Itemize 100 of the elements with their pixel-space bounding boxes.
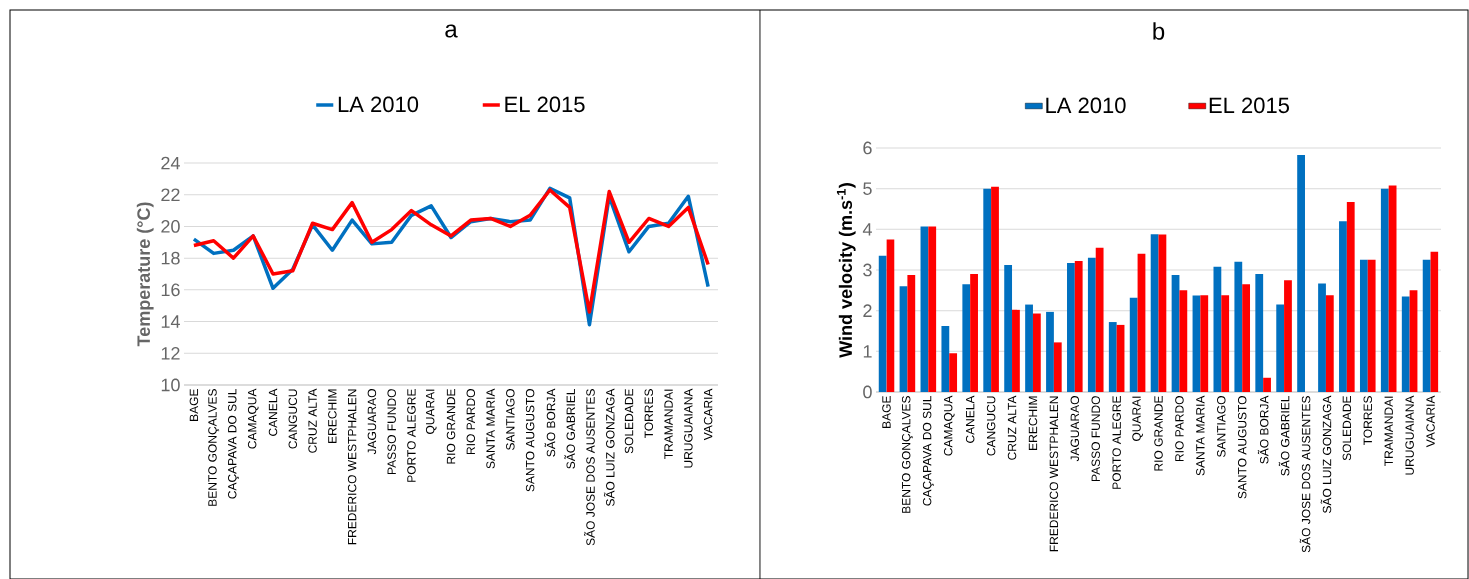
legend-label: EL 2015: [505, 96, 585, 113]
bar: [1430, 251, 1439, 392]
legend-label: LA 2010: [338, 96, 419, 113]
x-tick-label: CAÇAPAVA DO SUL: [227, 388, 239, 499]
x-tick-label: SÃO LUIZ GONZAGA: [603, 388, 615, 506]
bar: [1339, 221, 1347, 392]
bar: [1053, 342, 1062, 392]
bar: [991, 186, 999, 392]
bar: [1263, 377, 1271, 392]
x-tick-label: SOLEDADE: [624, 389, 634, 454]
bar: [1401, 296, 1410, 392]
bar: [1297, 154, 1305, 392]
y-tick-label: 3: [863, 263, 872, 277]
y-tick-label: 16: [161, 283, 180, 297]
bar: [1318, 283, 1326, 392]
x-tick-label: CAMAQUA: [247, 388, 259, 449]
bar: [1213, 266, 1222, 392]
x-tick-label: PORTO ALEGRE: [407, 389, 416, 482]
bar: [941, 326, 950, 392]
x-tick-label: PORTO ALEGRE: [1112, 396, 1121, 489]
x-tick-label: BAGE: [189, 389, 199, 421]
bar: [970, 274, 978, 392]
bar: [1255, 274, 1264, 392]
x-tick-label: SÃO BORJA: [544, 388, 556, 457]
x-tick-label: SANTO AUGUSTO: [1237, 396, 1247, 499]
bar: [1179, 290, 1188, 392]
bar: [1012, 309, 1020, 392]
x-tick-label: TRAMANDAI: [664, 389, 673, 459]
x-tick-label: SÃO JOSE DOS AUSENTES: [1299, 396, 1311, 553]
y-tick-label: 24: [161, 156, 180, 170]
bar: [949, 353, 958, 392]
x-tick-label: VACARIA: [1426, 395, 1435, 448]
bar: [907, 274, 916, 392]
bar: [1129, 297, 1138, 392]
x-tick-label: BENTO GONÇALVES: [901, 396, 913, 513]
x-tick-label: BAGE: [882, 396, 891, 428]
y-tick-label: 14: [161, 315, 180, 328]
x-tick-label: ERECHIM: [1028, 396, 1038, 450]
bar: [928, 226, 937, 392]
x-tick-label: VACARIA: [703, 388, 713, 441]
x-tick-label: SANTIAGO: [1217, 396, 1226, 457]
y-axis-title: Wind velocity (m.s$^{-1}$): [836, 183, 856, 358]
y-tick-label: 5: [863, 182, 872, 195]
bar: [1234, 261, 1243, 392]
bar: [920, 226, 929, 392]
x-tick-label: BENTO GONÇALVES: [208, 389, 220, 506]
x-tick-label: CAMAQUA: [943, 395, 955, 456]
bar: [1046, 311, 1054, 392]
bar: [1067, 263, 1075, 392]
x-tick-label: TORRES: [1363, 396, 1373, 446]
y-axis-title: Temperature (°C): [136, 202, 154, 347]
x-tick-label: SÃO LUIZ GONZAGA: [1320, 395, 1332, 513]
x-tick-label: SÃO GABRIEL: [1278, 395, 1290, 476]
x-tick-label: SANTIAGO: [506, 389, 515, 450]
x-tick-label: CRUZ ALTA: [1007, 395, 1017, 460]
legend-label: EL 2015: [1209, 97, 1289, 114]
x-tick-label: TRAMANDAI: [1384, 396, 1393, 466]
y-tick-label: 4: [862, 223, 872, 236]
bar: [1032, 313, 1041, 392]
x-tick-label: TORRES: [644, 389, 654, 439]
bar: [1200, 295, 1209, 392]
y-tick-label: 18: [161, 251, 180, 265]
x-tick-label: URUGUAIANA: [1405, 395, 1414, 475]
x-tick-label: RIO PARDO: [466, 389, 476, 454]
x-tick-label: CANGUCU: [288, 389, 298, 449]
bar: [1422, 259, 1431, 392]
x-tick-label: CAÇAPAVA DO SUL: [922, 395, 934, 506]
bar: [1116, 324, 1125, 392]
x-tick-label: SANTO AUGUSTO: [525, 389, 535, 492]
x-tick-label: CANELA: [268, 388, 278, 436]
y-tick-label: 10: [161, 378, 180, 392]
bar: [1380, 188, 1389, 392]
x-tick-label: SANTA MARIA: [1196, 395, 1205, 476]
y-tick-label: 0: [863, 385, 872, 399]
bar: [1095, 247, 1104, 392]
x-tick-label: SÃO JOSE DOS AUSENTES: [584, 389, 595, 546]
y-tick-label: 22: [161, 188, 180, 201]
x-tick-label: JAGUARAO: [367, 389, 377, 455]
x-tick-label: FREDERICO WESTPHALEN: [347, 389, 357, 545]
bar: [1158, 234, 1167, 392]
chart-title: a: [445, 24, 458, 38]
bar: [1137, 253, 1146, 392]
x-tick-label: JAGUARAO: [1070, 396, 1080, 462]
bar: [1221, 295, 1230, 392]
x-tick-label: SANTA MARIA: [486, 388, 495, 469]
bar: [1409, 290, 1418, 392]
x-tick-label: QUARAI: [425, 389, 437, 434]
y-tick-label: 6: [863, 141, 872, 155]
bar: [1284, 280, 1292, 392]
bar: [1359, 259, 1368, 392]
x-tick-label: RIO PARDO: [1175, 396, 1184, 461]
x-tick-label: QUARAI: [1132, 396, 1143, 441]
bar: [899, 286, 908, 392]
bar: [1004, 265, 1013, 392]
x-tick-label: RIO GRANDE: [446, 389, 456, 464]
bar: [1325, 295, 1334, 392]
x-tick-label: SÃO GABRIEL: [564, 388, 575, 469]
bar: [962, 284, 971, 392]
x-tick-label: CANELA: [965, 395, 975, 443]
x-tick-label: CRUZ ALTA: [308, 388, 317, 453]
